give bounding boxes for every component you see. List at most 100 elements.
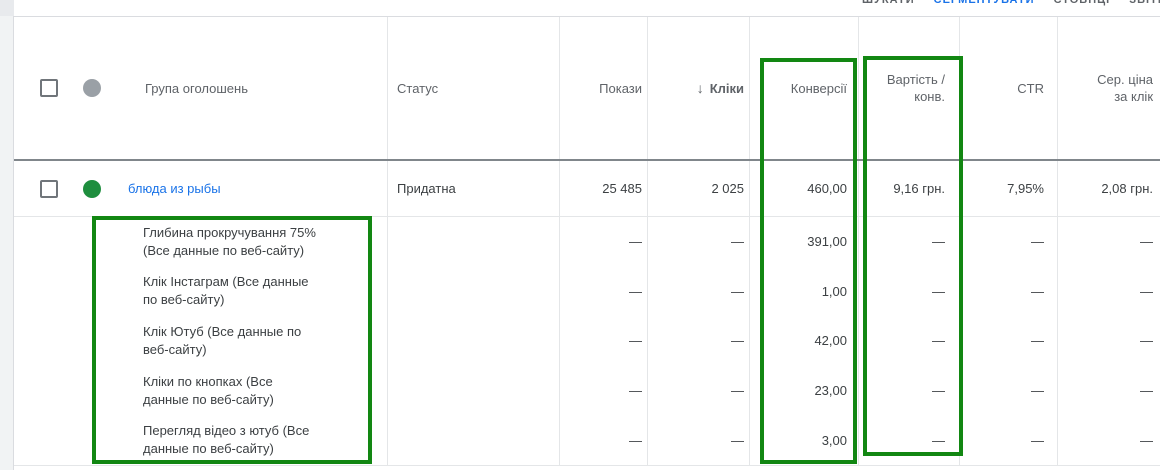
segment-label: Перегляд відео з ютуб (Все данные по веб… bbox=[143, 423, 310, 457]
empty-cell bbox=[14, 316, 74, 366]
column-header-avg-cpc[interactable]: Сер. ціна за клік bbox=[1097, 72, 1153, 104]
table-row-conversion-segment: Глибина прокручування 75% (Все данные по… bbox=[14, 217, 1160, 267]
empty-cell bbox=[14, 415, 74, 465]
conversions-value: 1,00 bbox=[750, 266, 859, 317]
status-value: Придатна bbox=[397, 181, 456, 196]
segment-label-cell: Клік Ютуб (Все данные по веб-сайту) bbox=[110, 316, 388, 366]
impressions-value: 25 485 bbox=[560, 161, 648, 216]
left-gutter bbox=[0, 0, 14, 470]
clicks-value: — bbox=[648, 365, 750, 416]
empty-cell bbox=[74, 316, 110, 366]
column-header-clicks-label: Кліки bbox=[709, 80, 744, 96]
table-row-conversion-segment: Кліки по кнопках (Все данные по веб-сайт… bbox=[14, 365, 1160, 416]
ad-group-name-cell: блюда из рыбы bbox=[110, 161, 388, 216]
impressions-value: — bbox=[560, 266, 648, 317]
toolbar-columns-button[interactable]: СТОВПЦІ bbox=[1053, 0, 1111, 6]
cost-per-conv-value: — bbox=[859, 415, 960, 465]
segment-label: Клік Ютуб (Все данные по веб-сайту) bbox=[143, 323, 302, 357]
header-status-dot-cell bbox=[74, 17, 110, 159]
status-dot-icon bbox=[83, 79, 101, 97]
cost-per-conv-value: 9,16 грн. bbox=[859, 161, 960, 216]
segment-label-cell: Перегляд відео з ютуб (Все данные по веб… bbox=[110, 415, 388, 465]
ctr-value: 7,95% bbox=[960, 161, 1058, 216]
segment-label: Клік Інстаграм (Все данные по веб-сайту) bbox=[143, 274, 309, 308]
empty-cell bbox=[14, 366, 74, 416]
cost-per-conv-value: — bbox=[859, 316, 960, 366]
conversion-segment-rows: Глибина прокручування 75% (Все данные по… bbox=[14, 217, 1160, 466]
clicks-value: — bbox=[648, 415, 750, 465]
clicks-value: — bbox=[648, 316, 750, 366]
segment-label: Глибина прокручування 75% (Все данные по… bbox=[143, 224, 316, 258]
avg-cpc-value: — bbox=[1140, 383, 1153, 399]
column-header-cost-per-conv[interactable]: Вартість / конв. bbox=[859, 17, 960, 159]
toolbar-search-button[interactable]: ШУКАТИ bbox=[862, 0, 915, 6]
impressions-value: — bbox=[560, 415, 648, 465]
table-header-row: Група оголошень Статус Покази ↓ Кліки Ко… bbox=[14, 17, 1160, 161]
table-toolbar: ШУКАТИ СЕГМЕНТУВАТИ СТОВПЦІ ЗВІТИ ЗАВ bbox=[862, 0, 1160, 15]
column-header-ad-group[interactable]: Група оголошень bbox=[110, 17, 388, 159]
segment-label-cell: Клік Інстаграм (Все данные по веб-сайту) bbox=[110, 266, 388, 317]
empty-cell bbox=[74, 415, 110, 465]
ctr-value: — bbox=[960, 365, 1058, 416]
empty-status-cell bbox=[388, 365, 560, 416]
ctr-value: — bbox=[960, 316, 1058, 366]
clicks-value: — bbox=[648, 217, 750, 267]
row-status-dot-cell bbox=[74, 161, 110, 216]
avg-cpc-value: — bbox=[1140, 234, 1153, 250]
empty-cell bbox=[14, 267, 74, 317]
ctr-value: — bbox=[960, 415, 1058, 465]
select-all-checkbox[interactable] bbox=[40, 79, 58, 97]
toolbar-reports-button[interactable]: ЗВІТИ bbox=[1129, 0, 1160, 6]
column-header-status[interactable]: Статус bbox=[388, 17, 560, 159]
avg-cpc-value: — bbox=[1140, 283, 1153, 299]
table-row-conversion-segment: Клік Інстаграм (Все данные по веб-сайту)… bbox=[14, 266, 1160, 317]
header-checkbox-cell bbox=[14, 17, 74, 159]
column-header-conversions[interactable]: Конверсії bbox=[750, 17, 859, 159]
sort-descending-icon: ↓ bbox=[696, 80, 704, 96]
cost-per-conv-value: — bbox=[859, 217, 960, 267]
ctr-value: — bbox=[960, 217, 1058, 267]
conversions-value: 460,00 bbox=[750, 161, 859, 216]
table-row-conversion-segment: Клік Ютуб (Все данные по веб-сайту) — — … bbox=[14, 316, 1160, 366]
table-row-conversion-segment: Перегляд відео з ютуб (Все данные по веб… bbox=[14, 415, 1160, 465]
ad-groups-table: Група оголошень Статус Покази ↓ Кліки Ко… bbox=[14, 16, 1160, 466]
row-checkbox-cell bbox=[14, 161, 74, 216]
empty-cell bbox=[74, 217, 110, 267]
ad-group-name-link[interactable]: блюда из рыбы bbox=[128, 181, 221, 196]
row-checkbox[interactable] bbox=[40, 179, 58, 198]
table-row-ad-group: блюда из рыбы Придатна 25 485 2 025 460,… bbox=[14, 161, 1160, 217]
clicks-value: 2 025 bbox=[648, 161, 750, 216]
status-cell: Придатна bbox=[388, 161, 560, 216]
column-header-ctr[interactable]: CTR bbox=[960, 17, 1058, 159]
column-header-clicks[interactable]: ↓ Кліки bbox=[648, 17, 750, 159]
empty-cell bbox=[14, 217, 74, 267]
empty-status-cell bbox=[388, 217, 560, 267]
cost-per-conv-value: — bbox=[859, 365, 960, 416]
conversions-value: 3,00 bbox=[750, 415, 859, 465]
impressions-value: — bbox=[560, 365, 648, 416]
impressions-value: — bbox=[560, 217, 648, 267]
segment-label-cell: Кліки по кнопках (Все данные по веб-сайт… bbox=[110, 365, 388, 416]
impressions-value: — bbox=[560, 316, 648, 366]
status-enabled-icon bbox=[83, 179, 101, 198]
empty-cell bbox=[74, 267, 110, 317]
segment-label: Кліки по кнопках (Все данные по веб-сайт… bbox=[143, 373, 274, 407]
clicks-value: — bbox=[648, 266, 750, 317]
cost-per-conv-value: — bbox=[859, 266, 960, 317]
segment-label-cell: Глибина прокручування 75% (Все данные по… bbox=[110, 217, 388, 267]
conversions-value: 23,00 bbox=[750, 365, 859, 416]
toolbar-segment-button[interactable]: СЕГМЕНТУВАТИ bbox=[933, 0, 1035, 6]
empty-cell bbox=[74, 366, 110, 416]
left-gutter-corner bbox=[0, 0, 14, 16]
ctr-value: — bbox=[960, 266, 1058, 317]
conversions-value: 391,00 bbox=[750, 217, 859, 267]
column-header-impressions[interactable]: Покази bbox=[560, 17, 648, 159]
avg-cpc-value: — bbox=[1140, 432, 1153, 448]
empty-status-cell bbox=[388, 266, 560, 317]
empty-status-cell bbox=[388, 415, 560, 465]
conversions-value: 42,00 bbox=[750, 316, 859, 366]
avg-cpc-value: 2,08 грн. bbox=[1101, 181, 1153, 196]
avg-cpc-value: — bbox=[1140, 333, 1153, 349]
empty-status-cell bbox=[388, 316, 560, 366]
